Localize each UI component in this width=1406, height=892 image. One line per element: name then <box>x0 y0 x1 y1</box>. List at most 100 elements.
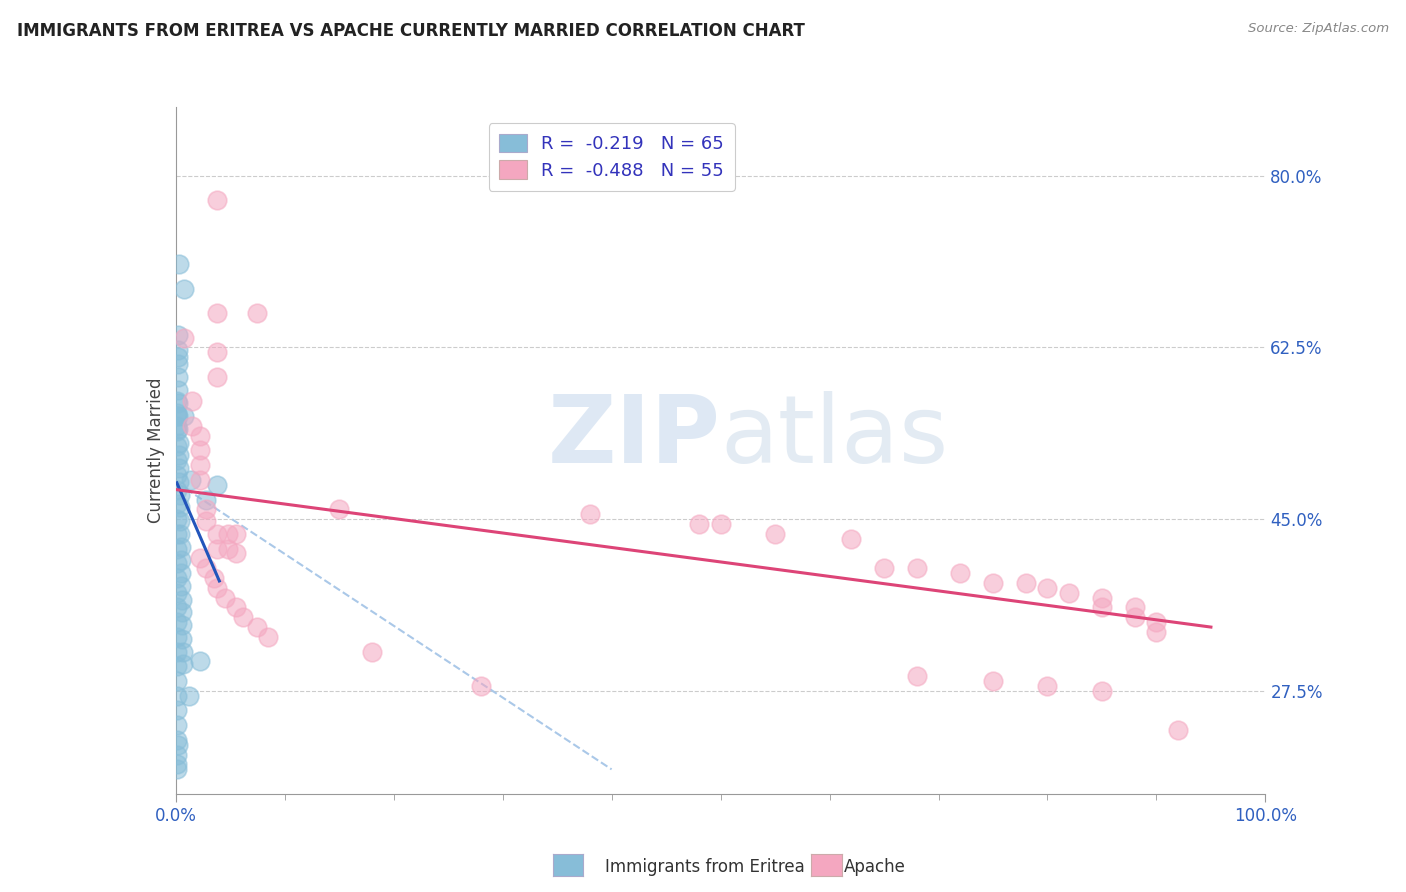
Point <box>167 409 190 424</box>
Point <box>1123 600 1146 615</box>
Point <box>195 492 218 507</box>
Point <box>188 551 211 566</box>
Point <box>225 546 247 561</box>
Point <box>172 592 194 607</box>
Point <box>1091 683 1114 698</box>
Point <box>873 561 896 575</box>
Point <box>169 487 191 501</box>
Point <box>905 669 928 683</box>
Point <box>166 615 188 630</box>
Point <box>167 461 190 475</box>
Point <box>166 718 188 732</box>
Point <box>167 351 190 365</box>
Point <box>172 618 194 632</box>
Point <box>166 630 188 644</box>
Point <box>167 383 190 397</box>
Point <box>763 526 786 541</box>
Point <box>981 674 1004 689</box>
Point <box>166 424 188 438</box>
Point <box>167 327 190 342</box>
Point <box>166 733 188 747</box>
Point <box>166 644 188 658</box>
Point <box>167 370 190 384</box>
Point <box>167 343 190 358</box>
Point <box>166 541 188 556</box>
Point <box>166 453 188 467</box>
Point <box>246 620 269 634</box>
Point <box>166 419 188 434</box>
Point <box>181 419 204 434</box>
Point <box>1057 585 1080 599</box>
Point <box>205 478 228 492</box>
Point <box>166 747 188 762</box>
Point <box>181 394 204 409</box>
Point <box>1123 610 1146 624</box>
Text: Apache: Apache <box>844 858 905 876</box>
Point <box>167 357 190 371</box>
Point <box>1015 576 1038 591</box>
Point <box>949 566 972 581</box>
Point <box>172 644 194 658</box>
Point <box>205 345 228 359</box>
Point <box>246 306 269 320</box>
Point <box>1091 600 1114 615</box>
Point <box>1036 581 1059 595</box>
Text: IMMIGRANTS FROM ERITREA VS APACHE CURRENTLY MARRIED CORRELATION CHART: IMMIGRANTS FROM ERITREA VS APACHE CURREN… <box>17 22 804 40</box>
Point <box>167 448 190 462</box>
Text: Source: ZipAtlas.com: Source: ZipAtlas.com <box>1249 22 1389 36</box>
Point <box>1167 723 1189 737</box>
Point <box>225 526 247 541</box>
Point <box>166 689 188 703</box>
Point <box>470 679 492 693</box>
Point <box>180 473 202 487</box>
Point <box>166 571 188 585</box>
Point <box>166 409 188 424</box>
Point <box>172 657 194 672</box>
Point <box>166 483 188 497</box>
Point <box>166 526 188 541</box>
Point <box>188 443 211 458</box>
Point <box>166 467 188 482</box>
Point <box>166 674 188 689</box>
Point <box>905 561 928 575</box>
Point <box>188 429 211 443</box>
Point <box>360 644 382 658</box>
Point <box>166 439 188 453</box>
Point <box>173 331 195 345</box>
Point <box>205 526 228 541</box>
Point <box>710 517 733 532</box>
Point <box>1144 624 1167 639</box>
Y-axis label: Currently Married: Currently Married <box>146 377 165 524</box>
Point <box>169 500 191 515</box>
Point <box>205 194 228 208</box>
Point <box>167 475 190 489</box>
Point <box>166 498 188 512</box>
Point <box>841 532 863 546</box>
Point <box>167 257 190 271</box>
Point <box>166 394 188 409</box>
Point <box>1091 591 1114 605</box>
Point <box>166 557 188 571</box>
Point <box>169 514 191 528</box>
Point <box>166 600 188 615</box>
Point <box>170 540 193 554</box>
Legend: R =  -0.219   N = 65, R =  -0.488   N = 55: R = -0.219 N = 65, R = -0.488 N = 55 <box>489 123 734 191</box>
Point <box>166 659 188 673</box>
Point <box>177 689 200 703</box>
Point <box>579 507 602 521</box>
Point <box>170 579 193 593</box>
Point <box>166 512 188 526</box>
Point <box>232 610 254 624</box>
Point <box>214 591 236 605</box>
Point <box>188 458 211 473</box>
Point <box>195 502 218 516</box>
Text: ZIP: ZIP <box>548 391 721 483</box>
Point <box>205 370 228 384</box>
Point <box>205 581 228 595</box>
Point <box>172 632 194 646</box>
Point <box>167 435 190 450</box>
Text: atlas: atlas <box>721 391 949 483</box>
Point <box>166 703 188 717</box>
Point <box>166 757 188 772</box>
Point <box>173 409 195 424</box>
